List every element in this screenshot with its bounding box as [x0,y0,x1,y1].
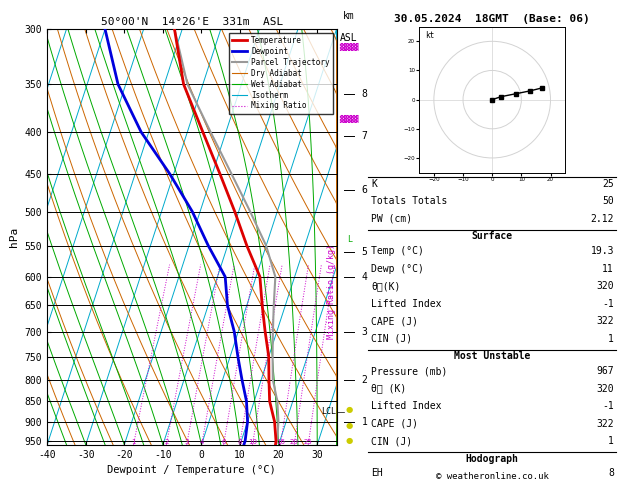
Text: 2.12: 2.12 [591,214,614,224]
Text: Mixing Ratio (g/kg): Mixing Ratio (g/kg) [327,244,336,339]
Text: km: km [343,11,355,21]
Text: Totals Totals: Totals Totals [371,196,447,207]
Text: 3: 3 [184,439,189,445]
Y-axis label: hPa: hPa [9,227,19,247]
Text: LCL: LCL [321,407,337,416]
Text: 10: 10 [248,439,257,445]
Text: 8: 8 [608,469,614,478]
Text: Lifted Index: Lifted Index [371,401,442,411]
Text: 25: 25 [602,179,614,189]
Text: 30.05.2024  18GMT  (Base: 06): 30.05.2024 18GMT (Base: 06) [394,14,590,24]
Text: ▓▓▓: ▓▓▓ [339,114,359,123]
Text: 4: 4 [199,439,204,445]
Text: CIN (J): CIN (J) [371,334,412,344]
Text: 19.3: 19.3 [591,246,614,256]
Text: 8: 8 [237,439,242,445]
Text: 320: 320 [596,281,614,291]
Text: 20: 20 [290,439,299,445]
Text: 2: 2 [164,439,169,445]
Text: Lifted Index: Lifted Index [371,299,442,309]
Text: CAPE (J): CAPE (J) [371,316,418,326]
Text: -1: -1 [602,299,614,309]
Legend: Temperature, Dewpoint, Parcel Trajectory, Dry Adiabat, Wet Adiabat, Isotherm, Mi: Temperature, Dewpoint, Parcel Trajectory… [229,33,333,114]
Text: ●: ● [345,436,353,446]
Text: 25: 25 [304,439,313,445]
Text: 1: 1 [608,436,614,446]
Text: kt: kt [425,32,435,40]
Text: EH: EH [371,469,383,478]
Text: Most Unstable: Most Unstable [454,351,530,361]
Text: 16: 16 [276,439,285,445]
Text: CAPE (J): CAPE (J) [371,418,418,429]
Text: ●: ● [345,421,353,430]
Text: 7: 7 [362,131,367,141]
Text: ●: ● [345,405,353,414]
Text: 320: 320 [596,383,614,394]
Text: ASL: ASL [340,34,358,43]
Text: Surface: Surface [472,231,513,242]
Text: CIN (J): CIN (J) [371,436,412,446]
X-axis label: Dewpoint / Temperature (°C): Dewpoint / Temperature (°C) [108,465,276,475]
Text: K: K [371,179,377,189]
Text: 322: 322 [596,418,614,429]
Text: 3: 3 [362,327,367,337]
Text: Dewp (°C): Dewp (°C) [371,264,424,274]
Text: L: L [347,235,352,243]
Text: Hodograph: Hodograph [465,453,519,464]
Text: -1: -1 [602,401,614,411]
Text: 1: 1 [131,439,136,445]
Text: 1: 1 [362,417,367,427]
Text: 8: 8 [362,89,367,99]
Text: 322: 322 [596,316,614,326]
Text: 6: 6 [362,185,367,194]
Text: 5: 5 [362,247,367,257]
Text: 11: 11 [602,264,614,274]
Text: 50: 50 [602,196,614,207]
Text: θᴀ(K): θᴀ(K) [371,281,401,291]
Text: 4: 4 [362,272,367,282]
Text: 6: 6 [221,439,226,445]
Text: 2: 2 [362,375,367,384]
Text: Temp (°C): Temp (°C) [371,246,424,256]
Text: 967: 967 [596,366,614,376]
Text: Pressure (mb): Pressure (mb) [371,366,447,376]
Title: 50°00'N  14°26'E  331m  ASL: 50°00'N 14°26'E 331m ASL [101,17,283,27]
Text: © weatheronline.co.uk: © weatheronline.co.uk [436,472,548,481]
Text: PW (cm): PW (cm) [371,214,412,224]
Text: ▓▓▓: ▓▓▓ [339,42,359,51]
Text: θᴇ (K): θᴇ (K) [371,383,406,394]
Text: 1: 1 [608,334,614,344]
